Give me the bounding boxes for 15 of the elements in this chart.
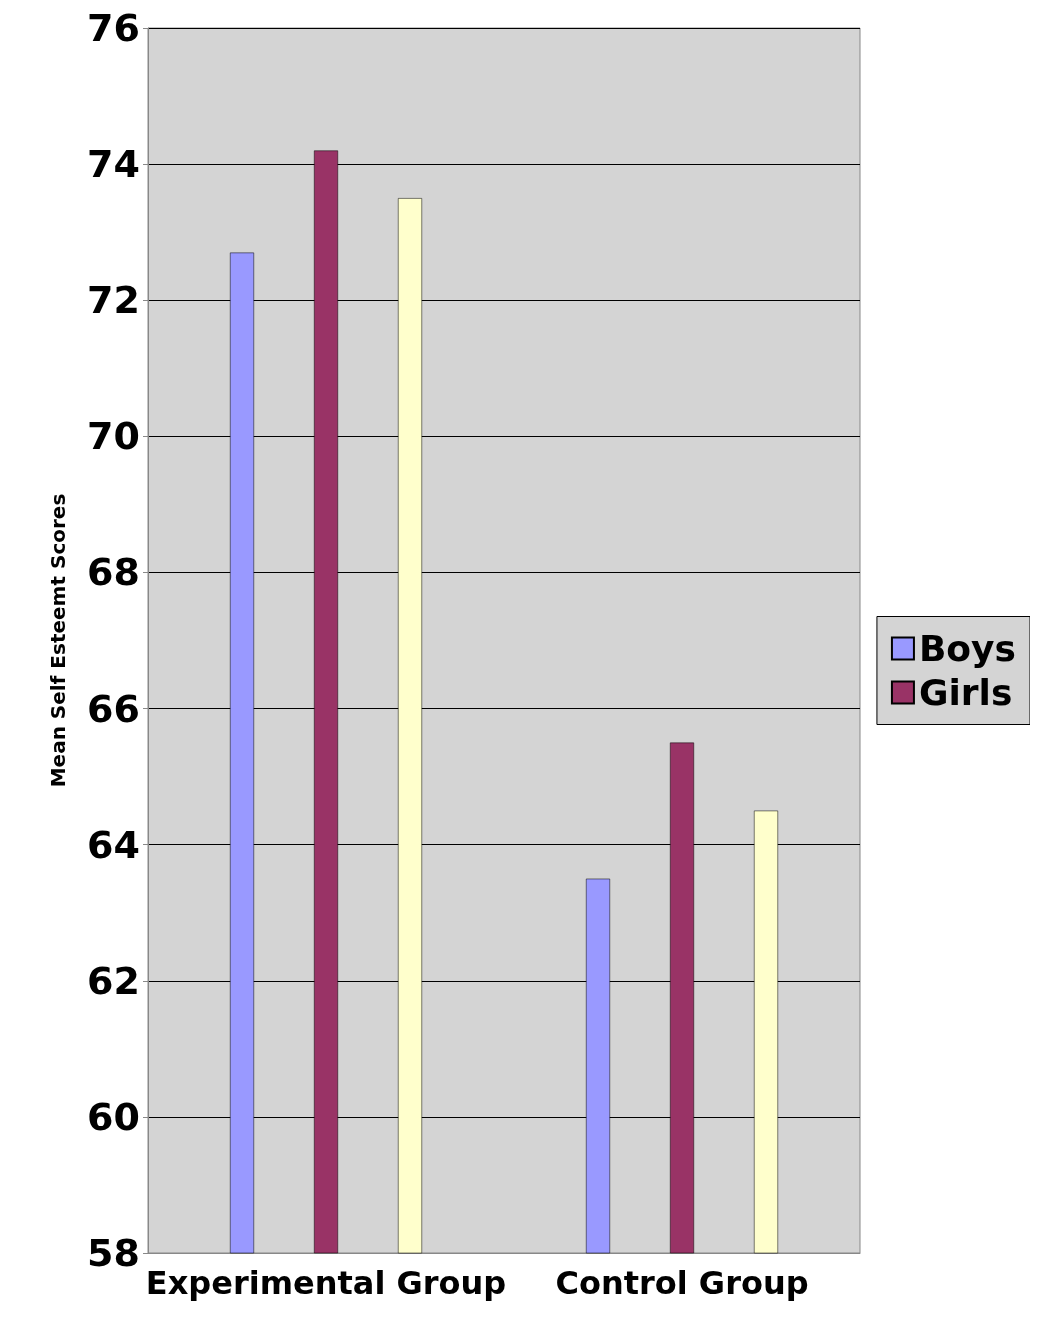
legend-label: Girls (918, 672, 1013, 713)
y-tick-label: 72 (87, 278, 140, 323)
x-tick-label: Control Group (555, 1264, 809, 1302)
y-tick-label: 66 (87, 686, 140, 731)
x-tick-label: Experimental Group (145, 1264, 507, 1302)
legend-label: Boys (918, 628, 1017, 669)
y-tick-label: 60 (87, 1094, 140, 1139)
y-tick-label: 58 (87, 1231, 140, 1275)
y-tick-label: 70 (87, 414, 140, 459)
y-tick-label: 64 (87, 822, 140, 867)
y-tick-label: 62 (87, 958, 140, 1003)
y-tick-label: 76 (87, 6, 140, 50)
y-tick-label: 68 (87, 550, 140, 595)
y-tick-label: 74 (87, 142, 140, 187)
y-axis-title: Mean Self Esteemt Scores (46, 493, 70, 788)
